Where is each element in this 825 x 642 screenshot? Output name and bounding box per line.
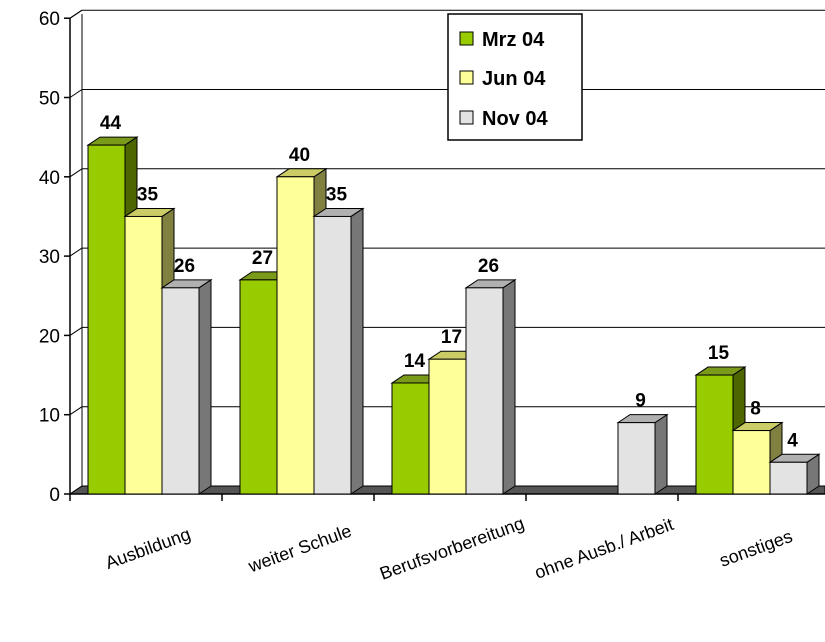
legend-swatch-mrz04: [459, 31, 474, 46]
bar-front: [161, 287, 200, 495]
bar: [312, 207, 365, 495]
bar-side: [654, 413, 668, 495]
data-label: 35: [137, 184, 159, 205]
legend-label-mrz04: Mrz 04: [482, 29, 545, 51]
y-tick-label: 20: [39, 326, 60, 347]
bar-front: [87, 144, 126, 495]
y-tick-label: 50: [39, 89, 60, 110]
bar: [123, 207, 176, 495]
data-label: 27: [252, 248, 273, 269]
bar-front: [313, 215, 352, 495]
bar: [616, 413, 669, 495]
bar-front: [124, 215, 163, 495]
bar: [464, 278, 517, 495]
y-tick-depth: [69, 9, 83, 19]
bar-front: [732, 430, 771, 495]
bar-front: [695, 374, 734, 495]
category-label: Berufsvorbereitung: [377, 513, 527, 584]
data-label: 9: [635, 391, 646, 412]
y-tick-depth: [69, 406, 83, 416]
y-tick-depth: [69, 247, 83, 257]
data-label: 14: [404, 351, 426, 372]
bar-side: [350, 207, 364, 495]
y-tick-depth: [69, 326, 83, 336]
bar-front: [428, 358, 467, 495]
y-tick-label: 40: [39, 168, 60, 189]
bar: [731, 421, 784, 495]
bar-front: [276, 176, 315, 495]
bar: [768, 453, 821, 495]
legend-swatch-jun04: [459, 70, 474, 85]
category-label: Ausbildung: [103, 524, 194, 573]
y-tick-label: 30: [39, 247, 60, 268]
data-label: 8: [750, 399, 761, 420]
bars: [86, 136, 821, 495]
y-tick-depth: [69, 168, 83, 178]
y-tick-label: 60: [39, 9, 60, 30]
data-label: 15: [708, 343, 730, 364]
y-tick-depth: [69, 485, 83, 495]
data-label: 26: [174, 256, 195, 277]
bar: [160, 278, 213, 495]
data-labels: 44 35 26 27 40 35 14 17 26 9 15 8 4: [100, 113, 798, 451]
bar-front: [465, 287, 504, 495]
data-label: 4: [787, 430, 798, 451]
data-label: 17: [441, 327, 462, 348]
y-tick-label: 10: [39, 406, 60, 427]
bar-side: [502, 278, 516, 495]
y-tick-label: 0: [49, 485, 60, 506]
category-label: sonstiges: [717, 526, 795, 571]
legend-label-jun04: Jun 04: [482, 68, 546, 90]
y-tick-depth: [69, 89, 83, 98]
legend-swatch-nov04: [459, 110, 474, 125]
legend-label-nov04: Nov 04: [482, 108, 548, 130]
bar-front: [239, 279, 278, 495]
data-label: 26: [478, 256, 499, 277]
bar-front: [769, 461, 808, 495]
category-label: weiter Schule: [245, 520, 354, 576]
category-label: ohne Ausb./ Arbeit: [532, 514, 676, 583]
legend: Mrz 04 Jun 04 Nov 04: [447, 13, 583, 141]
data-label: 35: [326, 184, 348, 205]
data-label: 44: [100, 113, 122, 134]
bar-side: [198, 278, 212, 495]
data-label: 40: [289, 145, 310, 166]
bar-front: [391, 382, 430, 495]
bar-front: [617, 422, 656, 495]
